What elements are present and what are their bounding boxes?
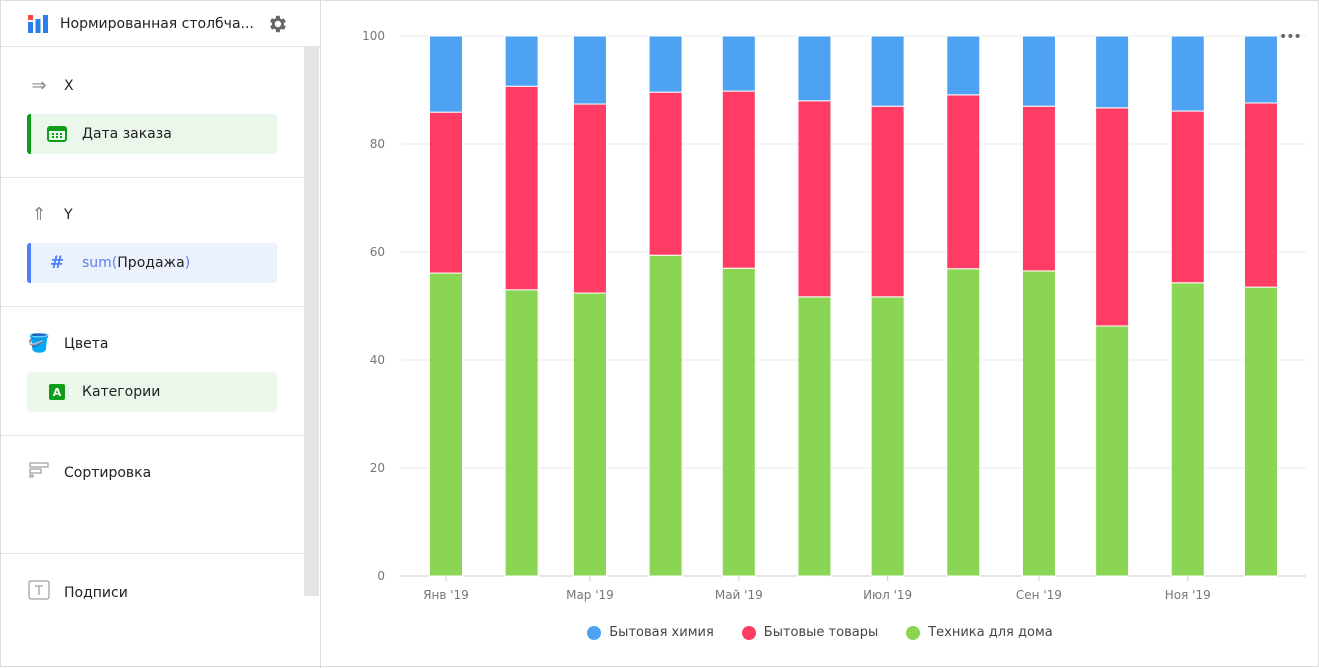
- section-colors-label: Цвета: [64, 335, 109, 352]
- section-labels-label: Подписи: [64, 584, 128, 601]
- legend-label: Бытовая химия: [609, 625, 714, 640]
- x-tick-label: Ноя '19: [1165, 588, 1211, 602]
- string-type-icon: A: [47, 384, 67, 400]
- field-y-fn: sum(: [82, 255, 118, 271]
- section-sort-label: Сортировка: [64, 464, 152, 481]
- section-colors: 🪣 Цвета A Категории: [1, 307, 304, 436]
- field-y-name: Продажа: [117, 255, 185, 271]
- x-tick-label: Сен '19: [1016, 588, 1062, 602]
- section-labels: Подписи: [1, 554, 304, 668]
- bar-segment: [429, 111, 463, 274]
- chart-title[interactable]: Нормированная столбча...: [60, 15, 254, 32]
- gear-icon[interactable]: [266, 13, 288, 35]
- legend-dot-icon: [741, 625, 756, 640]
- field-y-close: ): [184, 255, 191, 271]
- bar-segment: [572, 35, 607, 105]
- y-tick-label: 100: [362, 29, 385, 43]
- bar-segment: [429, 272, 463, 577]
- bar-segment: [1021, 35, 1056, 107]
- bar-segment: [1170, 35, 1205, 112]
- bar-segment: [1243, 35, 1278, 104]
- bar-segment: [648, 254, 683, 577]
- arrow-right-icon: ⇒: [31, 75, 47, 96]
- bar-segment: [870, 105, 905, 298]
- field-x[interactable]: Дата заказа: [27, 114, 277, 154]
- y-tick-label: 40: [370, 353, 385, 367]
- legend-label: Бытовые товары: [763, 625, 879, 640]
- field-y[interactable]: # sum(Продажа): [27, 243, 277, 283]
- y-tick-label: 60: [370, 245, 385, 259]
- more-menu-icon[interactable]: •••: [1279, 29, 1302, 45]
- bar-segment: [721, 267, 756, 577]
- bar-segment: [1170, 110, 1205, 284]
- bar-segment: [648, 91, 683, 256]
- x-tick-label: Июл '19: [863, 588, 912, 602]
- field-colors[interactable]: A Категории: [27, 372, 277, 412]
- bar-segment: [1243, 286, 1278, 577]
- bar-segment: [946, 268, 981, 577]
- legend-item[interactable]: Техника для дома: [906, 625, 1053, 640]
- bar-segment: [504, 289, 539, 577]
- bar-segment: [1095, 325, 1130, 577]
- section-y: ⇑ Y # sum(Продажа): [1, 178, 304, 307]
- chart-area: 0 20 40 60 80 100 Янв '19 Мар '19 Май '19 Июл '19…: [321, 1, 1319, 668]
- section-sort: Сортировка: [1, 436, 304, 554]
- legend-label: Техника для дома: [928, 625, 1053, 640]
- bar-segment: [797, 35, 832, 102]
- hash-icon: #: [49, 253, 65, 273]
- legend-item[interactable]: Бытовые товары: [741, 625, 879, 640]
- bar-segment: [946, 94, 981, 270]
- x-tick-label: Май '19: [715, 588, 763, 602]
- bar-segment: [1095, 35, 1130, 109]
- bar-segment: [946, 35, 981, 96]
- section-x: ⇒ X Дата заказа: [1, 47, 304, 178]
- section-y-label: Y: [64, 206, 73, 223]
- bar-segment: [648, 35, 683, 93]
- bar-segment: [1170, 282, 1205, 577]
- bar-segment: [572, 292, 607, 577]
- bar-segment: [721, 35, 756, 92]
- bar-segment: [429, 35, 463, 113]
- legend-item[interactable]: Бытовая химия: [587, 625, 714, 640]
- bar-segment: [1021, 105, 1056, 272]
- y-tick-label: 80: [370, 137, 385, 151]
- chart-header: Нормированная столбча...: [1, 1, 320, 47]
- scrollbar[interactable]: [304, 47, 319, 596]
- bar-segment: [504, 85, 539, 291]
- legend-dot-icon: [587, 625, 602, 640]
- sidebar: Нормированная столбча... ⇒ X Дата заказа …: [1, 1, 321, 668]
- field-x-name: Дата заказа: [82, 126, 172, 142]
- section-x-label: X: [64, 77, 74, 94]
- bar-segment: [870, 35, 905, 107]
- legend-dot-icon: [906, 625, 921, 640]
- legend: Бытовая химия Бытовые товары Техника для д…: [321, 625, 1319, 640]
- bar-segment: [572, 103, 607, 294]
- bar-segment: [1021, 270, 1056, 577]
- x-tick-label: Мар '19: [566, 588, 614, 602]
- bar-segment: [797, 100, 832, 298]
- text-icon: [27, 580, 51, 605]
- stacked-bar-chart: 0 20 40 60 80 100 Янв '19 Мар '19 Май '19 Июл '19…: [362, 29, 1306, 602]
- bar-segment: [504, 35, 539, 87]
- calendar-icon: [47, 126, 67, 142]
- y-tick-label: 0: [377, 569, 385, 583]
- bar-segment: [721, 90, 756, 269]
- bar-segment: [1243, 102, 1278, 288]
- bar-segment: [870, 296, 905, 577]
- paint-bucket-icon: 🪣: [27, 333, 51, 354]
- bar-segment: [1095, 107, 1130, 327]
- arrow-up-icon: ⇑: [31, 204, 47, 225]
- chart-logo-icon: [28, 14, 48, 33]
- x-tick-label: Янв '19: [423, 588, 469, 602]
- bar-segment: [797, 296, 832, 577]
- field-colors-name: Категории: [82, 384, 161, 400]
- y-tick-label: 20: [370, 461, 385, 475]
- sort-icon: [27, 462, 51, 483]
